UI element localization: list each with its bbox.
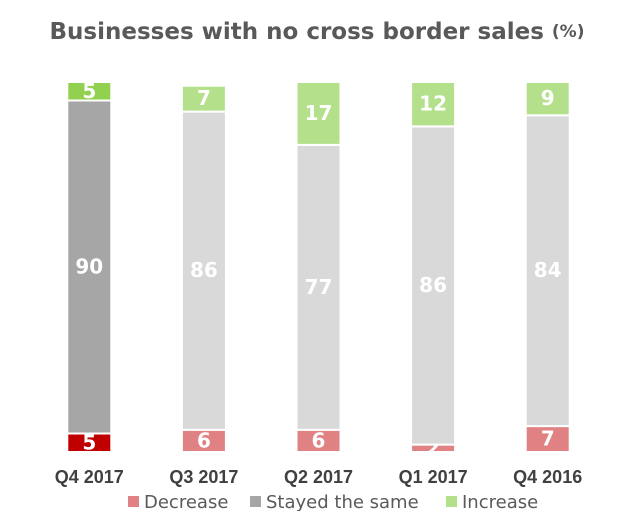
value-label: 5 [82,430,96,454]
bar-segment [180,110,227,431]
value-label: 84 [534,258,562,282]
bar-segment [295,81,342,146]
value-label: 17 [305,101,333,125]
x-tick-label: Q3 2017 [169,467,238,487]
value-label: 77 [305,275,333,299]
bar-segment [524,81,571,117]
value-label: 6 [312,428,326,452]
value-label: 90 [75,255,103,279]
bar-segment [524,425,571,454]
x-tick-label: Q2 2017 [284,467,353,487]
value-label: 5 [82,79,96,103]
value-label: 12 [419,92,447,116]
chart-unit: (%) [552,22,585,42]
bar-segment [410,81,457,128]
legend-label: Stayed the same [266,492,419,511]
legend-swatch [446,496,457,507]
x-tick-label: Q4 2017 [55,467,124,487]
value-label: 9 [541,86,555,110]
bar-segment [66,81,113,102]
legend-swatch [128,496,139,507]
chart-title: Businesses with no cross border sales [50,19,544,45]
value-label: 7 [541,427,555,451]
bar-segment [410,125,457,446]
legend-swatch [250,496,261,507]
value-label: 6 [197,428,211,452]
x-tick-label: Q1 2017 [399,467,468,487]
legend-label: Increase [462,492,538,511]
value-label: 86 [190,258,218,282]
legend-label: Decrease [144,492,228,511]
bar-segment [180,84,227,113]
value-label: 86 [419,273,447,297]
value-label: 7 [197,86,211,110]
chart-title-group: Businesses with no cross border sales (%) [50,19,585,45]
bar-segment [524,114,571,428]
bar-segment [66,99,113,435]
x-tick-label: Q4 2016 [513,467,582,487]
